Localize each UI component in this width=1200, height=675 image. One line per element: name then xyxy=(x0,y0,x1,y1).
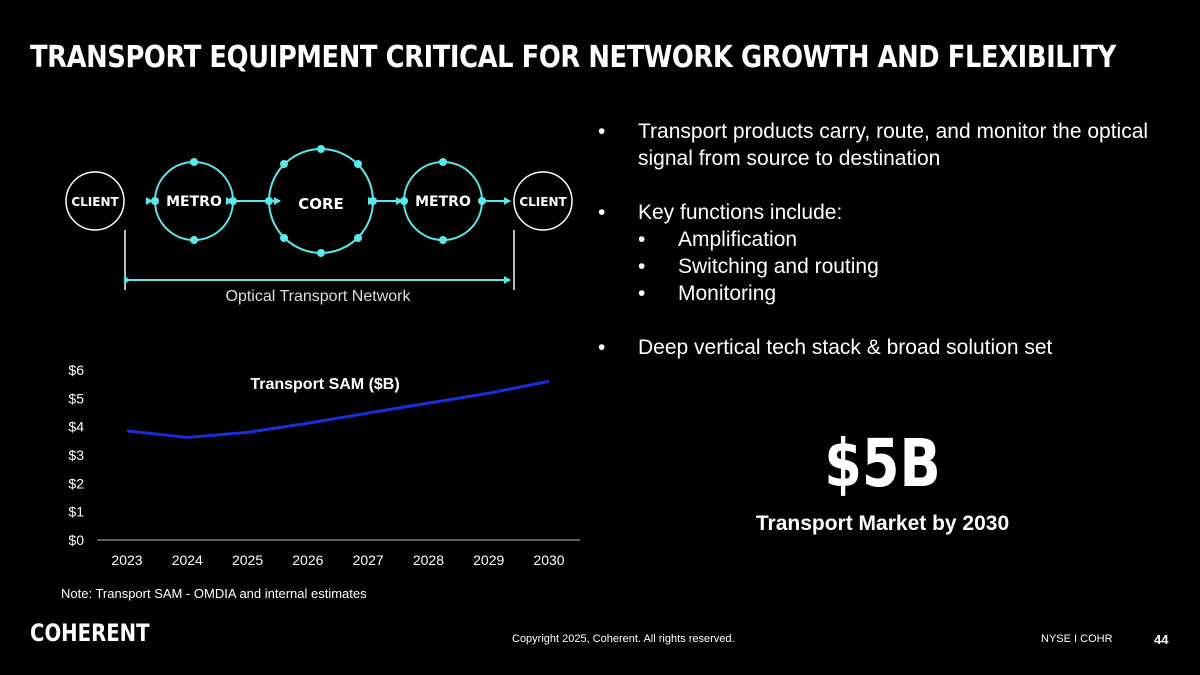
metro-right-node xyxy=(439,236,447,244)
source-note: Note: Transport SAM - OMDIA and internal… xyxy=(61,586,367,601)
chart-title: Transport SAM ($B) xyxy=(250,376,399,393)
bullet-marker: • xyxy=(638,282,646,305)
metro-left-node xyxy=(229,197,237,205)
bullet-marker: • xyxy=(598,201,606,224)
client-right-label: CLIENT xyxy=(519,195,567,209)
sub-bullet-text: Switching and routing xyxy=(678,255,879,278)
bullet-marker: • xyxy=(598,336,606,359)
y-tick-label: $5 xyxy=(68,390,84,406)
market-size-value: $5B xyxy=(824,425,941,502)
bullet-item: • Key functions include: xyxy=(598,199,1158,226)
sub-bullet-item: • Amplification xyxy=(598,226,1158,253)
metro-left-label: METRO xyxy=(166,194,222,210)
metro-left-node xyxy=(190,236,198,244)
bullet-marker: • xyxy=(638,228,646,251)
core-node xyxy=(369,197,377,205)
client-left-label: CLIENT xyxy=(71,195,119,209)
client-left-circle xyxy=(65,171,125,231)
bullet-item: • Transport products carry, route, and m… xyxy=(598,118,1158,172)
y-tick-label: $0 xyxy=(68,532,84,548)
bullet-marker: • xyxy=(598,120,606,143)
metro-right-node xyxy=(400,197,408,205)
x-tick-label: 2025 xyxy=(232,552,263,568)
y-tick-label: $3 xyxy=(68,447,84,463)
network-label: Optical Transport Network xyxy=(226,288,412,305)
core-label: CORE xyxy=(298,195,344,213)
bullet-marker: • xyxy=(638,255,646,278)
copyright-text: Copyright 2025, Coherent. All rights res… xyxy=(512,633,735,645)
x-tick-label: 2029 xyxy=(473,552,504,568)
core-node xyxy=(280,160,288,168)
network-diagram: CLIENT METRO CORE METRO CLIENT Optical T… xyxy=(65,145,573,305)
metro-right-node xyxy=(478,197,486,205)
core-node xyxy=(354,160,362,168)
client-right-circle xyxy=(513,171,573,231)
sub-bullet-item: • Monitoring xyxy=(598,280,1158,307)
bullet-text: Key functions include: xyxy=(638,201,843,224)
slide-title: TRANSPORT EQUIPMENT CRITICAL FOR NETWORK… xyxy=(30,40,1116,75)
bullet-list: • Transport products carry, route, and m… xyxy=(598,118,1158,361)
core-node xyxy=(265,197,273,205)
core-node xyxy=(280,234,288,242)
metro-left-node xyxy=(151,197,159,205)
x-tick-label: 2030 xyxy=(533,552,564,568)
stock-ticker: NYSE I COHR xyxy=(1041,633,1113,645)
x-tick-label: 2024 xyxy=(172,552,203,568)
series-line-transport-sam xyxy=(126,379,550,439)
x-tick-label: 2026 xyxy=(292,552,323,568)
page-number: 44 xyxy=(1154,632,1169,647)
y-tick-label: $1 xyxy=(68,504,84,520)
sub-bullet-text: Monitoring xyxy=(678,282,777,305)
y-tick-label: $2 xyxy=(68,475,84,491)
market-size-label: Transport Market by 2030 xyxy=(755,512,1010,535)
metro-right-node xyxy=(439,158,447,166)
y-tick-label: $6 xyxy=(68,362,84,378)
x-tick-label: 2023 xyxy=(111,552,142,568)
metro-left-node xyxy=(190,158,198,166)
coherent-logo: COHERENT xyxy=(30,619,150,647)
core-node xyxy=(317,145,325,153)
bullet-text: Deep vertical tech stack & broad solutio… xyxy=(638,336,1053,359)
transport-sam-chart: Transport SAM ($B) $0 $1 $2 $3 $4 $5 $6 2023 20… xyxy=(68,362,580,568)
x-tick-label: 2027 xyxy=(353,552,384,568)
bullet-text: Transport products carry, route, and mon… xyxy=(638,120,1149,170)
core-node xyxy=(354,234,362,242)
y-tick-label: $4 xyxy=(68,419,84,435)
bullet-item: • Deep vertical tech stack & broad solut… xyxy=(598,334,1158,361)
x-tick-label: 2028 xyxy=(413,552,444,568)
core-node xyxy=(317,249,325,257)
ring-nodes xyxy=(151,145,486,257)
sub-bullet-text: Amplification xyxy=(678,228,798,251)
metro-right-label: METRO xyxy=(415,194,471,210)
sub-bullet-item: • Switching and routing xyxy=(598,253,1158,280)
